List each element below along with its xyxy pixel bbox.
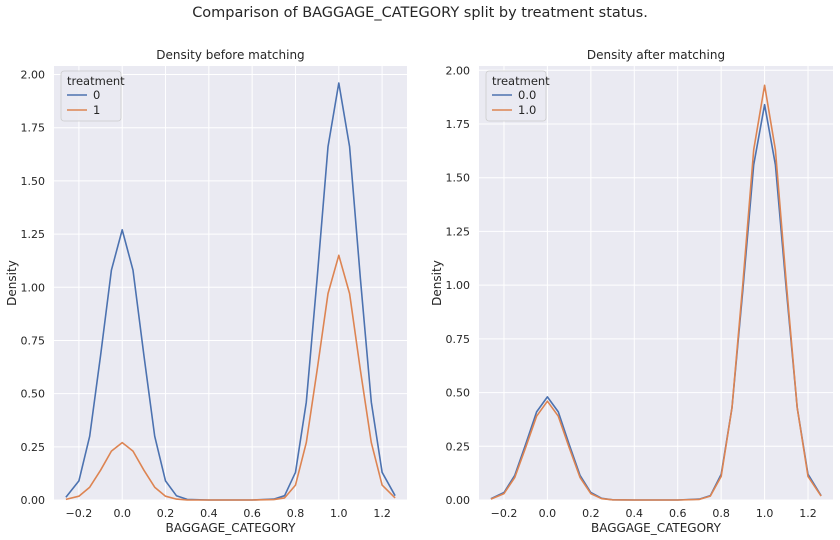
y-tick-label: 0.50 bbox=[446, 387, 471, 400]
y-tick-label: 0.00 bbox=[446, 494, 471, 507]
y-tick-label: 1.00 bbox=[21, 281, 46, 294]
y-tick-label: 0.75 bbox=[21, 334, 46, 347]
y-tick-label: 2.00 bbox=[446, 64, 471, 77]
x-tick-label: 0.4 bbox=[200, 507, 218, 520]
y-axis-label: Density bbox=[5, 260, 19, 306]
x-tick-label: −0.2 bbox=[491, 507, 518, 520]
y-tick-label: 2.00 bbox=[21, 69, 46, 82]
y-tick-label: 0.25 bbox=[21, 441, 46, 454]
figure-title: Comparison of BAGGAGE_CATEGORY split by … bbox=[192, 5, 648, 21]
y-axis-label: Density bbox=[430, 260, 444, 306]
x-tick-label: 0.0 bbox=[539, 507, 557, 520]
y-tick-label: 1.75 bbox=[21, 122, 46, 135]
legend-box bbox=[485, 70, 547, 122]
x-axis-label: BAGGAGE_CATEGORY bbox=[166, 521, 297, 535]
legend-label-1: 1 bbox=[93, 103, 100, 117]
plot-panel-1: 0.000.250.500.751.001.251.501.752.00−0.2… bbox=[5, 48, 407, 535]
legend-label-0: 0 bbox=[93, 88, 100, 102]
x-tick-label: 0.6 bbox=[669, 507, 687, 520]
panel-title: Density after matching bbox=[587, 48, 725, 62]
y-tick-label: 0.00 bbox=[21, 494, 46, 507]
plot-panel-2: 0.00 0.25 0.50 0.75 1.00 1.25 1.50 1.75 2.00 −0.2… bbox=[430, 48, 833, 535]
x-tick-label: 0.2 bbox=[157, 507, 175, 520]
x-tick-label: −0.2 bbox=[66, 507, 93, 520]
x-tick-label: 0.2 bbox=[582, 507, 600, 520]
legend-label-1.0: 1.0 bbox=[518, 103, 536, 117]
y-tick-label: 1.25 bbox=[21, 228, 46, 241]
y-tick-label: 1.00 bbox=[446, 279, 471, 292]
y-tick-label: 1.50 bbox=[21, 175, 46, 188]
x-tick-label: 0.0 bbox=[113, 507, 131, 520]
x-tick-label: 0.6 bbox=[243, 507, 261, 520]
x-tick-label: 1.2 bbox=[799, 507, 817, 520]
y-tick-label: 0.50 bbox=[21, 388, 46, 401]
y-tick-label: 1.50 bbox=[446, 172, 471, 185]
series-line-1.0 bbox=[490, 84, 822, 501]
x-tick-label: 1.0 bbox=[330, 507, 348, 520]
x-tick-label: 0.8 bbox=[712, 507, 730, 520]
y-tick-label: 1.25 bbox=[446, 225, 471, 238]
y-tick-label: 0.75 bbox=[446, 333, 471, 346]
y-tick-label: 1.75 bbox=[446, 118, 471, 131]
series-line-1 bbox=[65, 254, 396, 501]
x-tick-label: 0.8 bbox=[287, 507, 305, 520]
legend-title: treatment bbox=[67, 74, 125, 88]
legend-label-0.0: 0.0 bbox=[518, 88, 536, 102]
x-tick-label: 1.2 bbox=[373, 507, 391, 520]
x-axis-label: BAGGAGE_CATEGORY bbox=[591, 521, 722, 535]
plot-background bbox=[479, 66, 833, 500]
legend-box bbox=[60, 70, 122, 122]
plot-background bbox=[54, 66, 407, 500]
x-tick-label: 0.4 bbox=[626, 507, 644, 520]
panel-title: Density before matching bbox=[156, 48, 304, 62]
legend-title: treatment bbox=[492, 74, 550, 88]
y-tick-label: 0.25 bbox=[446, 440, 471, 453]
x-tick-label: 1.0 bbox=[756, 507, 774, 520]
